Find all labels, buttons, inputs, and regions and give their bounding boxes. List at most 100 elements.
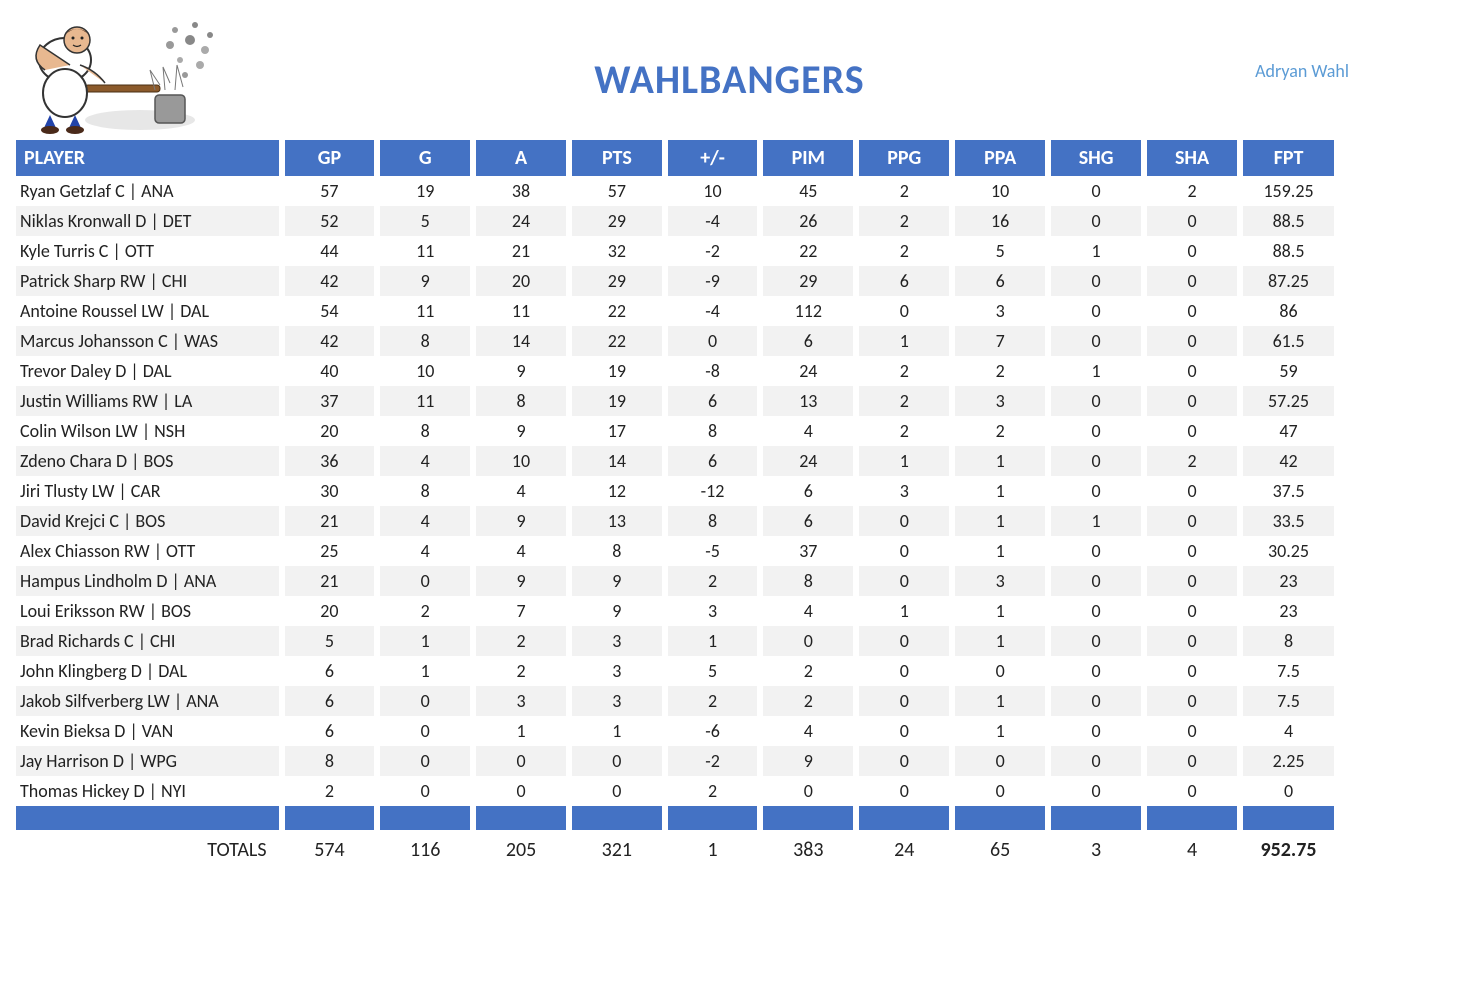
stat-cell-g: 1: [380, 656, 470, 686]
stat-cell-a: 9: [476, 566, 566, 596]
stat-cell-shg: 0: [1051, 686, 1141, 716]
stat-cell-g: 5: [380, 206, 470, 236]
stat-cell-a: 4: [476, 476, 566, 506]
stat-cell-g: 9: [380, 266, 470, 296]
table-row: Ryan Getzlaf C | ANA57193857104521002159…: [16, 176, 1334, 206]
table-row: Antoine Roussel LW | DAL54111122-4112030…: [16, 296, 1334, 326]
stat-cell-gp: 40: [285, 356, 375, 386]
stat-cell-pts: 57: [572, 176, 662, 206]
stat-cell-ppa: 2: [955, 416, 1045, 446]
stat-cell-shg: 0: [1051, 326, 1141, 356]
spacer-cell: [763, 806, 853, 830]
table-row: David Krejci C | BOS21491386011033.5: [16, 506, 1334, 536]
stat-cell-pts: 22: [572, 296, 662, 326]
stat-cell-ppa: 1: [955, 506, 1045, 536]
stat-cell-a: 7: [476, 596, 566, 626]
player-cell: John Klingberg D | DAL: [16, 656, 279, 686]
player-cell: Justin Williams RW | LA: [16, 386, 279, 416]
stat-cell-gp: 8: [285, 746, 375, 776]
stat-cell-a: 0: [476, 776, 566, 806]
spacer-cell: [380, 806, 470, 830]
stat-cell-pm: -6: [668, 716, 758, 746]
stat-cell-pts: 19: [572, 386, 662, 416]
stat-cell-ppa: 0: [955, 746, 1045, 776]
stat-cell-pm: -4: [668, 296, 758, 326]
stat-cell-ppa: 1: [955, 536, 1045, 566]
stat-cell-pim: 4: [763, 416, 853, 446]
stat-cell-a: 2: [476, 626, 566, 656]
stat-cell-pim: 24: [763, 356, 853, 386]
stat-cell-pm: -5: [668, 536, 758, 566]
table-row: Colin Wilson LW | NSH20891784220047: [16, 416, 1334, 446]
stat-cell-sha: 0: [1147, 476, 1237, 506]
stat-cell-pts: 0: [572, 776, 662, 806]
stat-cell-gp: 42: [285, 266, 375, 296]
stat-cell-pim: 0: [763, 776, 853, 806]
stat-cell-pim: 22: [763, 236, 853, 266]
stat-cell-a: 0: [476, 746, 566, 776]
spacer-cell: [1243, 806, 1334, 830]
table-row: Marcus Johansson C | WAS428142206170061.…: [16, 326, 1334, 356]
table-row: Niklas Kronwall D | DET5252429-426216008…: [16, 206, 1334, 236]
stat-cell-pts: 0: [572, 746, 662, 776]
totals-fpt: 952.75: [1243, 830, 1334, 870]
stat-cell-a: 9: [476, 356, 566, 386]
stat-cell-ppg: 0: [859, 536, 949, 566]
totals-shg: 3: [1051, 830, 1141, 870]
table-row: Jakob Silfverberg LW | ANA60332201007.5: [16, 686, 1334, 716]
stat-cell-shg: 0: [1051, 176, 1141, 206]
stat-cell-pts: 19: [572, 356, 662, 386]
player-cell: Jakob Silfverberg LW | ANA: [16, 686, 279, 716]
stat-cell-sha: 2: [1147, 176, 1237, 206]
col-header-fpt: FPT: [1243, 140, 1334, 176]
stat-cell-ppa: 16: [955, 206, 1045, 236]
stat-cell-fpt: 37.5: [1243, 476, 1334, 506]
stat-cell-shg: 0: [1051, 206, 1141, 236]
table-row: Alex Chiasson RW | OTT25448-537010030.25: [16, 536, 1334, 566]
stat-cell-pm: -8: [668, 356, 758, 386]
stat-cell-ppg: 0: [859, 506, 949, 536]
stat-cell-gp: 6: [285, 656, 375, 686]
stat-cell-fpt: 2.25: [1243, 746, 1334, 776]
stat-cell-gp: 30: [285, 476, 375, 506]
stat-cell-gp: 57: [285, 176, 375, 206]
totals-pts: 321: [572, 830, 662, 870]
spacer-cell: [1147, 806, 1237, 830]
stat-cell-ppg: 0: [859, 686, 949, 716]
stat-cell-pim: 6: [763, 326, 853, 356]
stat-cell-ppg: 1: [859, 446, 949, 476]
stat-cell-ppa: 1: [955, 626, 1045, 656]
stat-cell-pts: 9: [572, 596, 662, 626]
stat-cell-ppa: 6: [955, 266, 1045, 296]
table-row: Thomas Hickey D | NYI20002000000: [16, 776, 1334, 806]
stat-cell-g: 19: [380, 176, 470, 206]
stat-cell-gp: 20: [285, 416, 375, 446]
stat-cell-ppa: 3: [955, 566, 1045, 596]
col-header-shg: SHG: [1051, 140, 1141, 176]
stat-cell-shg: 1: [1051, 356, 1141, 386]
stat-cell-sha: 0: [1147, 746, 1237, 776]
stat-cell-ppa: 3: [955, 296, 1045, 326]
stat-cell-ppg: 6: [859, 266, 949, 296]
col-header-gp: GP: [285, 140, 375, 176]
stat-cell-a: 38: [476, 176, 566, 206]
stat-cell-ppa: 1: [955, 446, 1045, 476]
col-header-a: A: [476, 140, 566, 176]
stat-cell-pts: 29: [572, 266, 662, 296]
stat-cell-fpt: 159.25: [1243, 176, 1334, 206]
player-cell: Antoine Roussel LW | DAL: [16, 296, 279, 326]
stat-cell-a: 2: [476, 656, 566, 686]
stat-cell-a: 9: [476, 506, 566, 536]
player-cell: Zdeno Chara D | BOS: [16, 446, 279, 476]
stat-cell-ppg: 0: [859, 716, 949, 746]
table-row: Justin Williams RW | LA3711819613230057.…: [16, 386, 1334, 416]
stat-cell-ppg: 0: [859, 626, 949, 656]
totals-sha: 4: [1147, 830, 1237, 870]
stat-cell-pim: 8: [763, 566, 853, 596]
stat-cell-gp: 6: [285, 716, 375, 746]
stat-cell-ppa: 0: [955, 656, 1045, 686]
stat-cell-pts: 14: [572, 446, 662, 476]
stat-cell-pm: -2: [668, 746, 758, 776]
stat-cell-sha: 0: [1147, 596, 1237, 626]
team-title: WAHLBANGERS: [0, 55, 1459, 104]
